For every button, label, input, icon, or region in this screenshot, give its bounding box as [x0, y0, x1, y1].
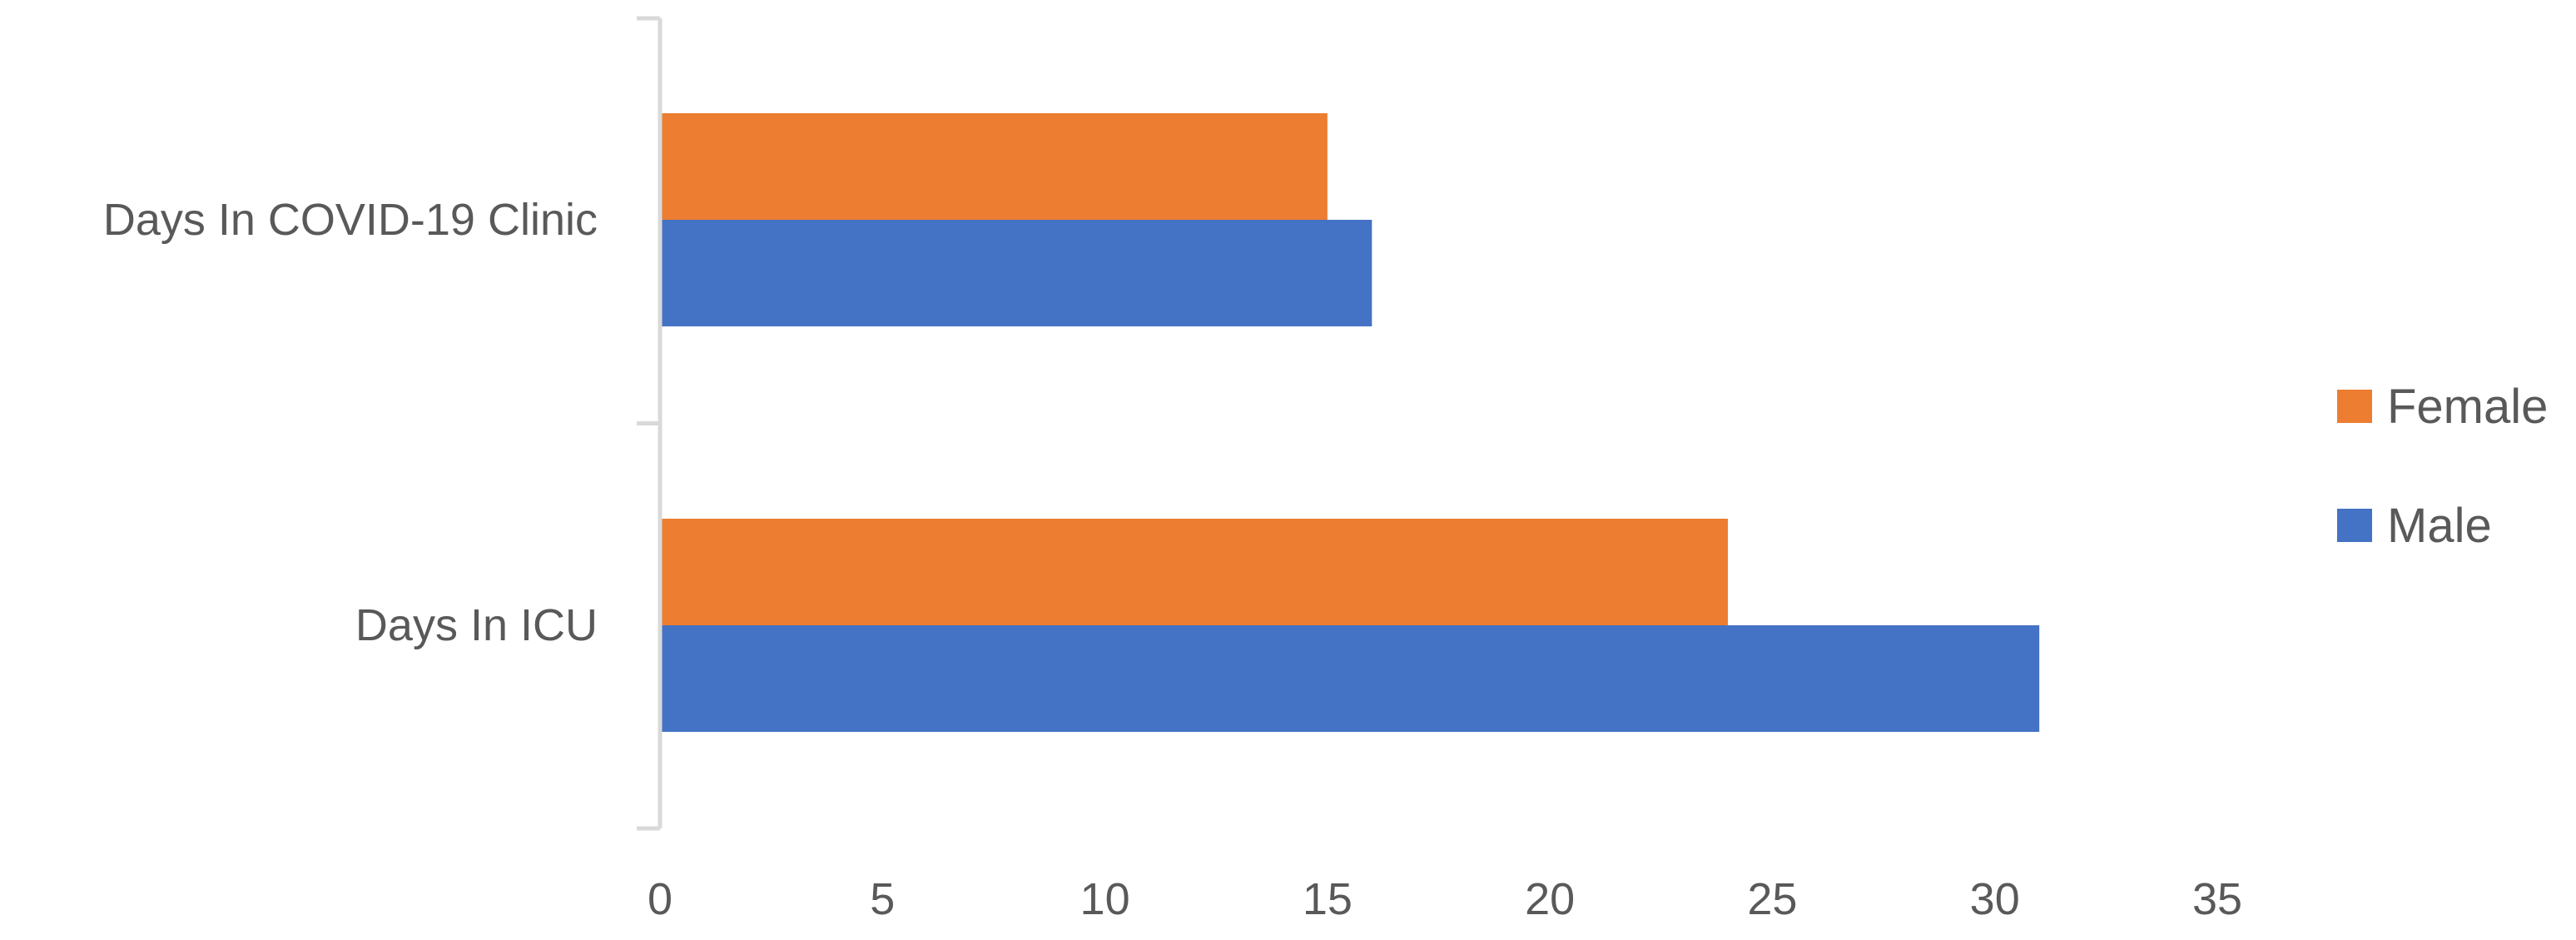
legend: Female Male [2337, 380, 2548, 553]
legend-label-male: Male [2387, 499, 2492, 553]
x-tick-label: 0 [648, 874, 673, 924]
x-tick-label: 35 [2192, 874, 2242, 924]
bar-female-0 [660, 113, 1328, 220]
bar-female-1 [660, 519, 1728, 625]
bars-group [660, 113, 2040, 732]
x-tick-label: 10 [1080, 874, 1130, 924]
category-label: Days In ICU [355, 600, 598, 650]
legend-label-female: Female [2387, 380, 2548, 434]
category-label: Days In COVID-19 Clinic [103, 195, 598, 245]
legend-swatch-male [2337, 509, 2372, 542]
x-tick-labels: 0 5 10 15 20 25 30 35 [648, 874, 2242, 924]
legend-swatch-female [2337, 390, 2372, 423]
x-tick-label: 15 [1303, 874, 1353, 924]
x-tick-label: 25 [1747, 874, 1797, 924]
x-tick-label: 30 [1970, 874, 2020, 924]
x-tick-label: 20 [1525, 874, 1575, 924]
category-labels: Days In COVID-19 Clinic Days In ICU [103, 195, 598, 650]
bar-male-1 [660, 625, 2040, 732]
bar-male-0 [660, 220, 1372, 326]
category-axis [637, 16, 663, 831]
x-tick-label: 5 [870, 874, 895, 924]
